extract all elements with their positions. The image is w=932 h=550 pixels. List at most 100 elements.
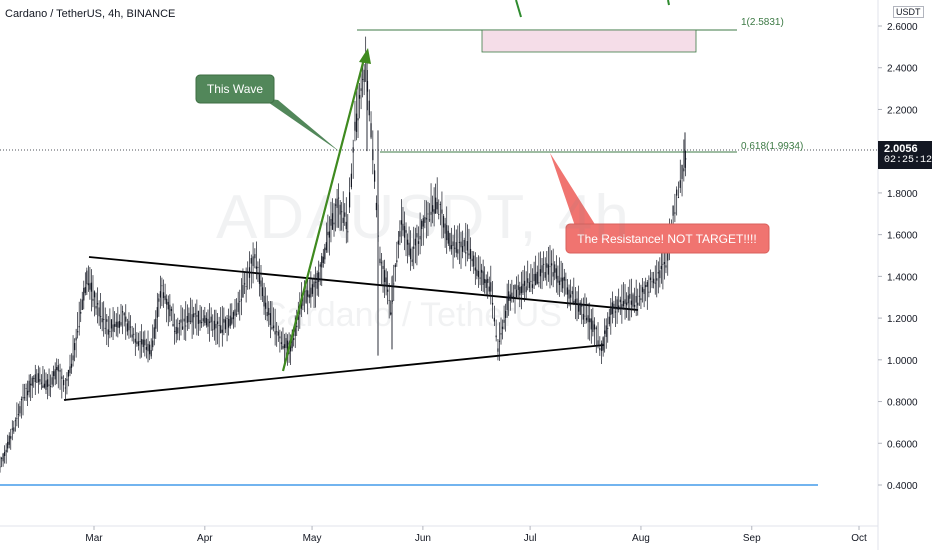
lower-trendline[interactable] — [63, 344, 605, 401]
candle-body — [383, 270, 386, 282]
candle-body — [375, 202, 378, 211]
candle-body — [57, 365, 59, 372]
candle-body — [431, 205, 434, 212]
candle-body — [279, 336, 281, 339]
candle-body — [685, 158, 687, 160]
resistance-callout-text: The Resistance! NOT TARGET!!!! — [577, 232, 756, 246]
candle-body — [653, 278, 655, 284]
candle-body — [334, 204, 337, 206]
wave-arrow-head — [359, 48, 371, 64]
candle-body — [117, 321, 119, 328]
candle-body — [547, 264, 549, 275]
candle-body — [360, 88, 362, 91]
candle-body — [72, 355, 74, 361]
candle-body — [599, 348, 601, 351]
candle-body — [493, 317, 495, 322]
candle-body — [7, 441, 9, 449]
candle-body — [558, 280, 561, 286]
candle-body — [260, 280, 262, 287]
candle-body — [582, 313, 584, 320]
candle-body — [4, 451, 6, 456]
candle-body — [123, 313, 125, 316]
candle-body — [662, 263, 664, 265]
candle-body — [53, 371, 55, 376]
candle-body — [539, 269, 542, 277]
candle-body — [482, 271, 484, 285]
candle-body — [302, 296, 304, 306]
target-zone-box[interactable] — [481, 29, 697, 53]
candle-body — [266, 311, 268, 317]
candle-body — [587, 315, 589, 323]
candle-body — [205, 317, 208, 326]
candle-body — [546, 263, 548, 268]
candle-body — [336, 198, 338, 208]
resistance-callout-box[interactable] — [565, 223, 770, 254]
candle-body — [27, 390, 29, 396]
candle-body — [290, 343, 292, 352]
candle-body — [28, 380, 30, 393]
candle-body — [660, 265, 662, 270]
candle-body — [435, 197, 437, 214]
wave-callout-box[interactable] — [195, 74, 275, 104]
candle-body — [286, 340, 289, 352]
candle-body — [133, 333, 135, 335]
candle-body — [402, 223, 404, 231]
candle-body — [403, 226, 406, 238]
candle-body — [226, 318, 228, 319]
candle-body — [264, 302, 267, 309]
candle-body — [405, 230, 407, 233]
candle-body — [22, 397, 24, 399]
candle-body — [188, 312, 190, 323]
candle-body — [410, 248, 412, 260]
candle-body — [458, 241, 461, 243]
candle-body — [210, 316, 212, 323]
candle-body — [665, 265, 667, 268]
candle-body — [25, 388, 27, 389]
candle-body — [229, 315, 231, 326]
candle-body — [522, 283, 524, 293]
candle-body — [147, 343, 149, 352]
candle-body — [78, 326, 80, 328]
wave-arrow-line[interactable] — [281, 54, 367, 372]
upper-trendline[interactable] — [88, 256, 639, 311]
candle-body — [380, 262, 383, 264]
y-tick-label: 1.0000 — [887, 356, 918, 367]
candle-body — [604, 330, 606, 334]
candle-body — [212, 329, 214, 331]
y-tick-label: 1.8000 — [887, 189, 918, 200]
candle-body — [255, 266, 257, 269]
candle-body — [607, 327, 609, 329]
candle-body — [428, 219, 431, 221]
candle-body — [454, 247, 456, 249]
candle-body — [527, 278, 529, 283]
candle-body — [613, 303, 615, 309]
candle-body — [452, 241, 454, 246]
candle-body — [73, 343, 76, 351]
candle-body — [61, 376, 63, 379]
y-tick-label: 0.6000 — [887, 439, 918, 450]
candle-body — [242, 285, 244, 298]
candle-body — [183, 318, 185, 322]
candle-body — [150, 350, 152, 357]
candle-body — [651, 281, 653, 283]
candle-body — [204, 315, 206, 323]
candle-body — [508, 291, 510, 301]
candle-body — [141, 339, 143, 345]
candle-body — [93, 291, 96, 298]
candle-body — [390, 312, 392, 315]
candle-body — [261, 287, 264, 297]
candle-body — [221, 329, 223, 333]
candle-body — [645, 285, 647, 288]
candle-body — [2, 453, 4, 462]
candle-body — [533, 273, 535, 282]
y-tick-label: 2.2000 — [887, 105, 918, 116]
candle-body — [579, 302, 581, 315]
candle-body — [519, 287, 521, 296]
candle-body — [683, 168, 685, 172]
target-arrow — [515, 0, 522, 18]
candle-body — [152, 340, 154, 348]
candle-body — [136, 341, 138, 344]
candle-body — [550, 263, 553, 266]
